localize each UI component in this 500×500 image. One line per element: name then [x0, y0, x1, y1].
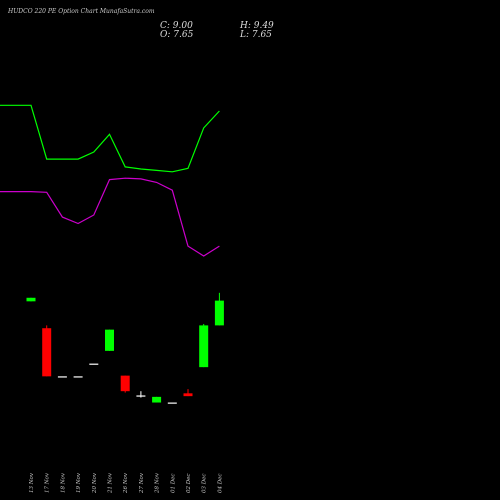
- candle-17-nov: [42, 325, 52, 377]
- candle-body: [42, 328, 52, 377]
- candle-body: [89, 363, 99, 365]
- candle-04-dec: [214, 292, 224, 326]
- indicator-line-2: [0, 177, 220, 257]
- candle-21-nov: [105, 329, 114, 351]
- x-tick-label: 21 Nov: [108, 472, 114, 494]
- candle-02-dec: [183, 389, 193, 397]
- candle-18-nov: [57, 376, 67, 378]
- candle-body: [26, 297, 36, 302]
- candle-20-nov: [89, 363, 99, 365]
- x-tick-label: 04 Dec: [217, 474, 223, 494]
- x-tick-label: 13 Nov: [29, 472, 35, 493]
- candle-13-nov: [26, 297, 36, 302]
- indicator-lines: [0, 104, 220, 257]
- candle-body: [57, 376, 67, 378]
- candle-body: [120, 375, 130, 392]
- candle-body: [183, 393, 193, 397]
- x-tick-label: 18 Nov: [60, 472, 66, 493]
- x-tick-label: 27 Nov: [139, 472, 145, 494]
- candle-26-nov: [120, 375, 130, 393]
- open-value: O: 7.65: [160, 30, 194, 40]
- candle-03-dec: [199, 323, 209, 368]
- x-tick-labels: 13 Nov 17 Nov 18 Nov 19 Nov 20 Nov 21 Nov 26 N…: [29, 472, 223, 494]
- candle-01-dec: [167, 402, 177, 404]
- candle-body: [199, 325, 209, 368]
- candles: [26, 292, 224, 404]
- high-value: H: 9.49: [240, 21, 274, 31]
- candle-body: [73, 376, 83, 378]
- x-tick-label: 17 Nov: [45, 472, 51, 493]
- x-tick-label: 02 Dec: [186, 474, 192, 494]
- candle-body: [105, 329, 114, 351]
- x-tick-label: 28 Nov: [155, 472, 161, 494]
- close-value: C: 9.00: [160, 21, 193, 31]
- candle-body: [152, 396, 162, 403]
- candle-body: [214, 300, 224, 326]
- indicator-line-1: [0, 104, 220, 173]
- x-tick-label: 19 Nov: [76, 472, 82, 493]
- x-tick-label: 20 Nov: [92, 472, 98, 494]
- x-tick-label: 03 Dec: [202, 474, 208, 494]
- chart-title: HUDCO 220 PE Option Chart MunafaSutra.co…: [8, 8, 155, 15]
- x-tick-label: 01 Dec: [170, 474, 176, 494]
- candle-body: [136, 395, 146, 397]
- x-tick-label: 26 Nov: [123, 472, 129, 494]
- candle-19-nov: [73, 376, 83, 378]
- candle-27-nov: [136, 391, 146, 398]
- candle-body: [167, 402, 177, 404]
- candle-28-nov: [152, 396, 162, 403]
- low-value: L: 7.65: [240, 30, 272, 40]
